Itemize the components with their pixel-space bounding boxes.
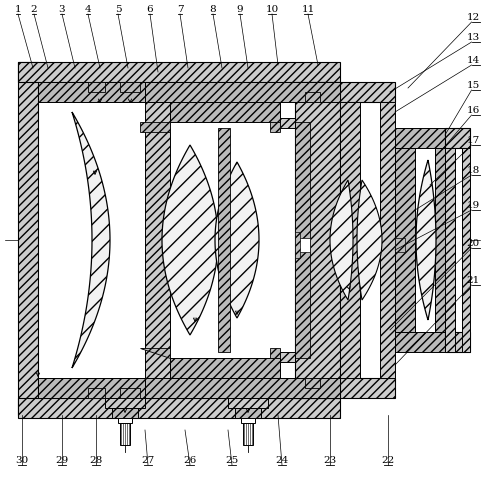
Polygon shape	[295, 232, 300, 258]
Polygon shape	[120, 423, 130, 445]
Polygon shape	[340, 82, 395, 102]
Polygon shape	[145, 378, 340, 398]
Polygon shape	[330, 180, 353, 300]
Polygon shape	[18, 398, 340, 418]
Text: 21: 21	[467, 276, 480, 285]
Polygon shape	[295, 122, 310, 358]
Polygon shape	[270, 348, 280, 358]
Text: 22: 22	[381, 456, 394, 465]
Polygon shape	[18, 62, 340, 82]
Text: 13: 13	[467, 33, 480, 42]
Polygon shape	[38, 378, 145, 398]
Polygon shape	[380, 102, 395, 378]
Polygon shape	[170, 102, 280, 122]
Text: 3: 3	[59, 5, 65, 14]
Text: 29: 29	[56, 456, 69, 465]
Text: 30: 30	[16, 456, 29, 465]
Polygon shape	[445, 148, 455, 352]
Polygon shape	[162, 145, 218, 335]
Polygon shape	[235, 408, 261, 418]
Text: 6: 6	[147, 5, 153, 14]
Text: 18: 18	[467, 166, 480, 175]
Polygon shape	[415, 148, 435, 332]
Text: 25: 25	[225, 456, 239, 465]
Polygon shape	[72, 112, 110, 368]
Polygon shape	[305, 378, 320, 388]
Text: 26: 26	[184, 456, 197, 465]
Polygon shape	[280, 352, 295, 362]
Polygon shape	[145, 102, 170, 378]
Text: 27: 27	[141, 456, 155, 465]
Polygon shape	[112, 408, 138, 418]
Text: 19: 19	[467, 201, 480, 210]
Polygon shape	[170, 358, 280, 378]
Polygon shape	[340, 102, 360, 378]
Polygon shape	[395, 128, 445, 148]
Polygon shape	[395, 332, 445, 352]
Text: 15: 15	[467, 81, 480, 90]
Polygon shape	[218, 128, 230, 352]
Text: 20: 20	[467, 239, 480, 248]
Polygon shape	[140, 348, 170, 358]
Text: 16: 16	[467, 106, 480, 115]
Polygon shape	[295, 82, 340, 398]
Polygon shape	[18, 62, 38, 415]
Text: 5: 5	[114, 5, 121, 14]
Polygon shape	[462, 148, 470, 352]
Text: 24: 24	[275, 456, 289, 465]
Polygon shape	[120, 82, 140, 92]
Polygon shape	[228, 398, 268, 408]
Polygon shape	[340, 378, 395, 398]
Polygon shape	[280, 118, 295, 128]
Polygon shape	[455, 148, 462, 352]
Polygon shape	[140, 122, 170, 132]
Polygon shape	[445, 332, 470, 352]
Polygon shape	[395, 238, 405, 252]
Polygon shape	[241, 418, 255, 423]
Polygon shape	[435, 148, 445, 332]
Polygon shape	[357, 180, 382, 300]
Text: 10: 10	[265, 5, 279, 14]
Polygon shape	[243, 423, 253, 445]
Polygon shape	[145, 82, 340, 102]
Text: 8: 8	[210, 5, 216, 14]
Text: 4: 4	[85, 5, 92, 14]
Text: 7: 7	[177, 5, 183, 14]
Text: 2: 2	[31, 5, 37, 14]
Polygon shape	[270, 122, 280, 132]
Text: 11: 11	[301, 5, 315, 14]
Text: 14: 14	[467, 56, 480, 65]
Polygon shape	[295, 238, 310, 252]
Polygon shape	[88, 388, 105, 398]
Text: 12: 12	[467, 13, 480, 22]
Polygon shape	[445, 128, 470, 148]
Polygon shape	[38, 102, 295, 378]
Text: 9: 9	[237, 5, 244, 14]
Polygon shape	[105, 398, 145, 408]
Polygon shape	[416, 160, 436, 320]
Text: 17: 17	[467, 136, 480, 145]
Text: 28: 28	[90, 456, 103, 465]
Polygon shape	[38, 82, 145, 102]
Polygon shape	[120, 388, 140, 398]
Text: 1: 1	[15, 5, 21, 14]
Text: 23: 23	[323, 456, 337, 465]
Polygon shape	[118, 418, 132, 423]
Polygon shape	[395, 148, 415, 332]
Polygon shape	[305, 92, 320, 102]
Polygon shape	[215, 162, 259, 318]
Polygon shape	[88, 82, 105, 92]
